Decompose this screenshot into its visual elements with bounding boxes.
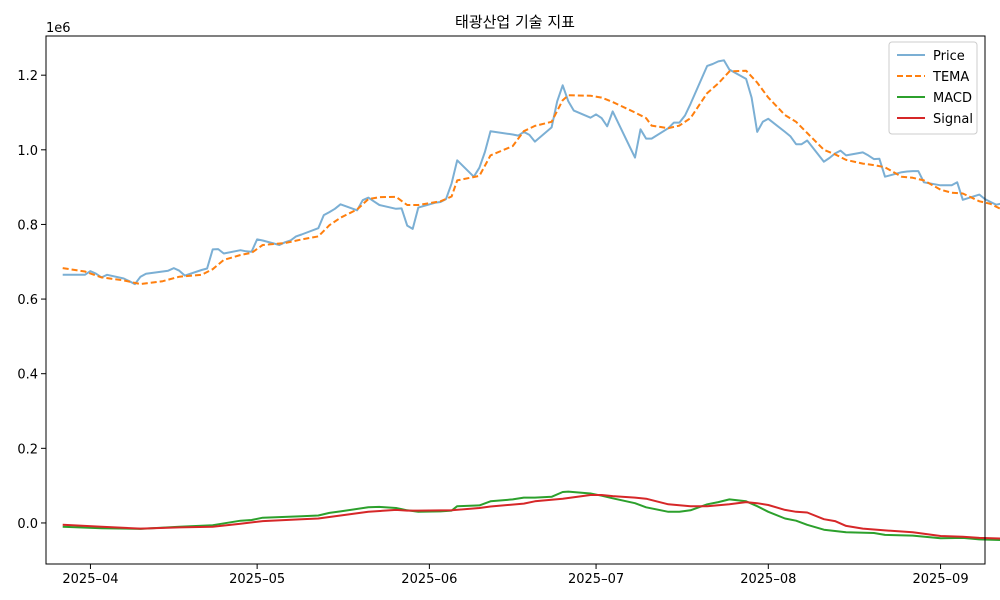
- x-tick-label: 2025–04: [62, 572, 118, 587]
- y-axis-scale-label: 1e6: [46, 21, 71, 36]
- y-tick-label: 1.0: [17, 144, 38, 159]
- series-line-tema: [62, 69, 1000, 286]
- y-tick-label: 1.2: [17, 69, 38, 84]
- legend-label-price: Price: [933, 49, 965, 64]
- chart-title: 태광산업 기술 지표: [455, 13, 575, 31]
- x-tick-label: 2025–05: [229, 572, 285, 587]
- legend-label-tema: TEMA: [932, 70, 969, 85]
- series-line-price: [62, 59, 1000, 286]
- y-tick-label: 0.4: [17, 368, 38, 383]
- legend-label-macd: MACD: [933, 91, 972, 106]
- y-tick-label: 0.2: [17, 442, 38, 457]
- x-tick-label: 2025–08: [740, 572, 796, 587]
- y-tick-label: 0.6: [17, 293, 38, 308]
- legend: Price TEMA MACD Signal: [888, 41, 978, 135]
- series-line-signal: [62, 494, 1000, 540]
- legend-box: [888, 41, 978, 135]
- series-line-macd: [62, 490, 1000, 542]
- plot-frame: [45, 35, 986, 565]
- x-tick-label: 2025–06: [401, 572, 457, 587]
- y-tick-label: 0.8: [17, 218, 38, 233]
- y-tick-label: 0.0: [17, 517, 38, 532]
- series-layer: [62, 59, 1000, 542]
- legend-label-signal: Signal: [933, 112, 973, 127]
- axes-layer: 0.0 0.2 0.4 0.6 0.8 1.0 1.2 2025–04 2025–05 2025–…: [17, 35, 986, 587]
- x-tick-label: 2025–07: [568, 572, 624, 587]
- x-tick-label: 2025–09: [912, 572, 968, 587]
